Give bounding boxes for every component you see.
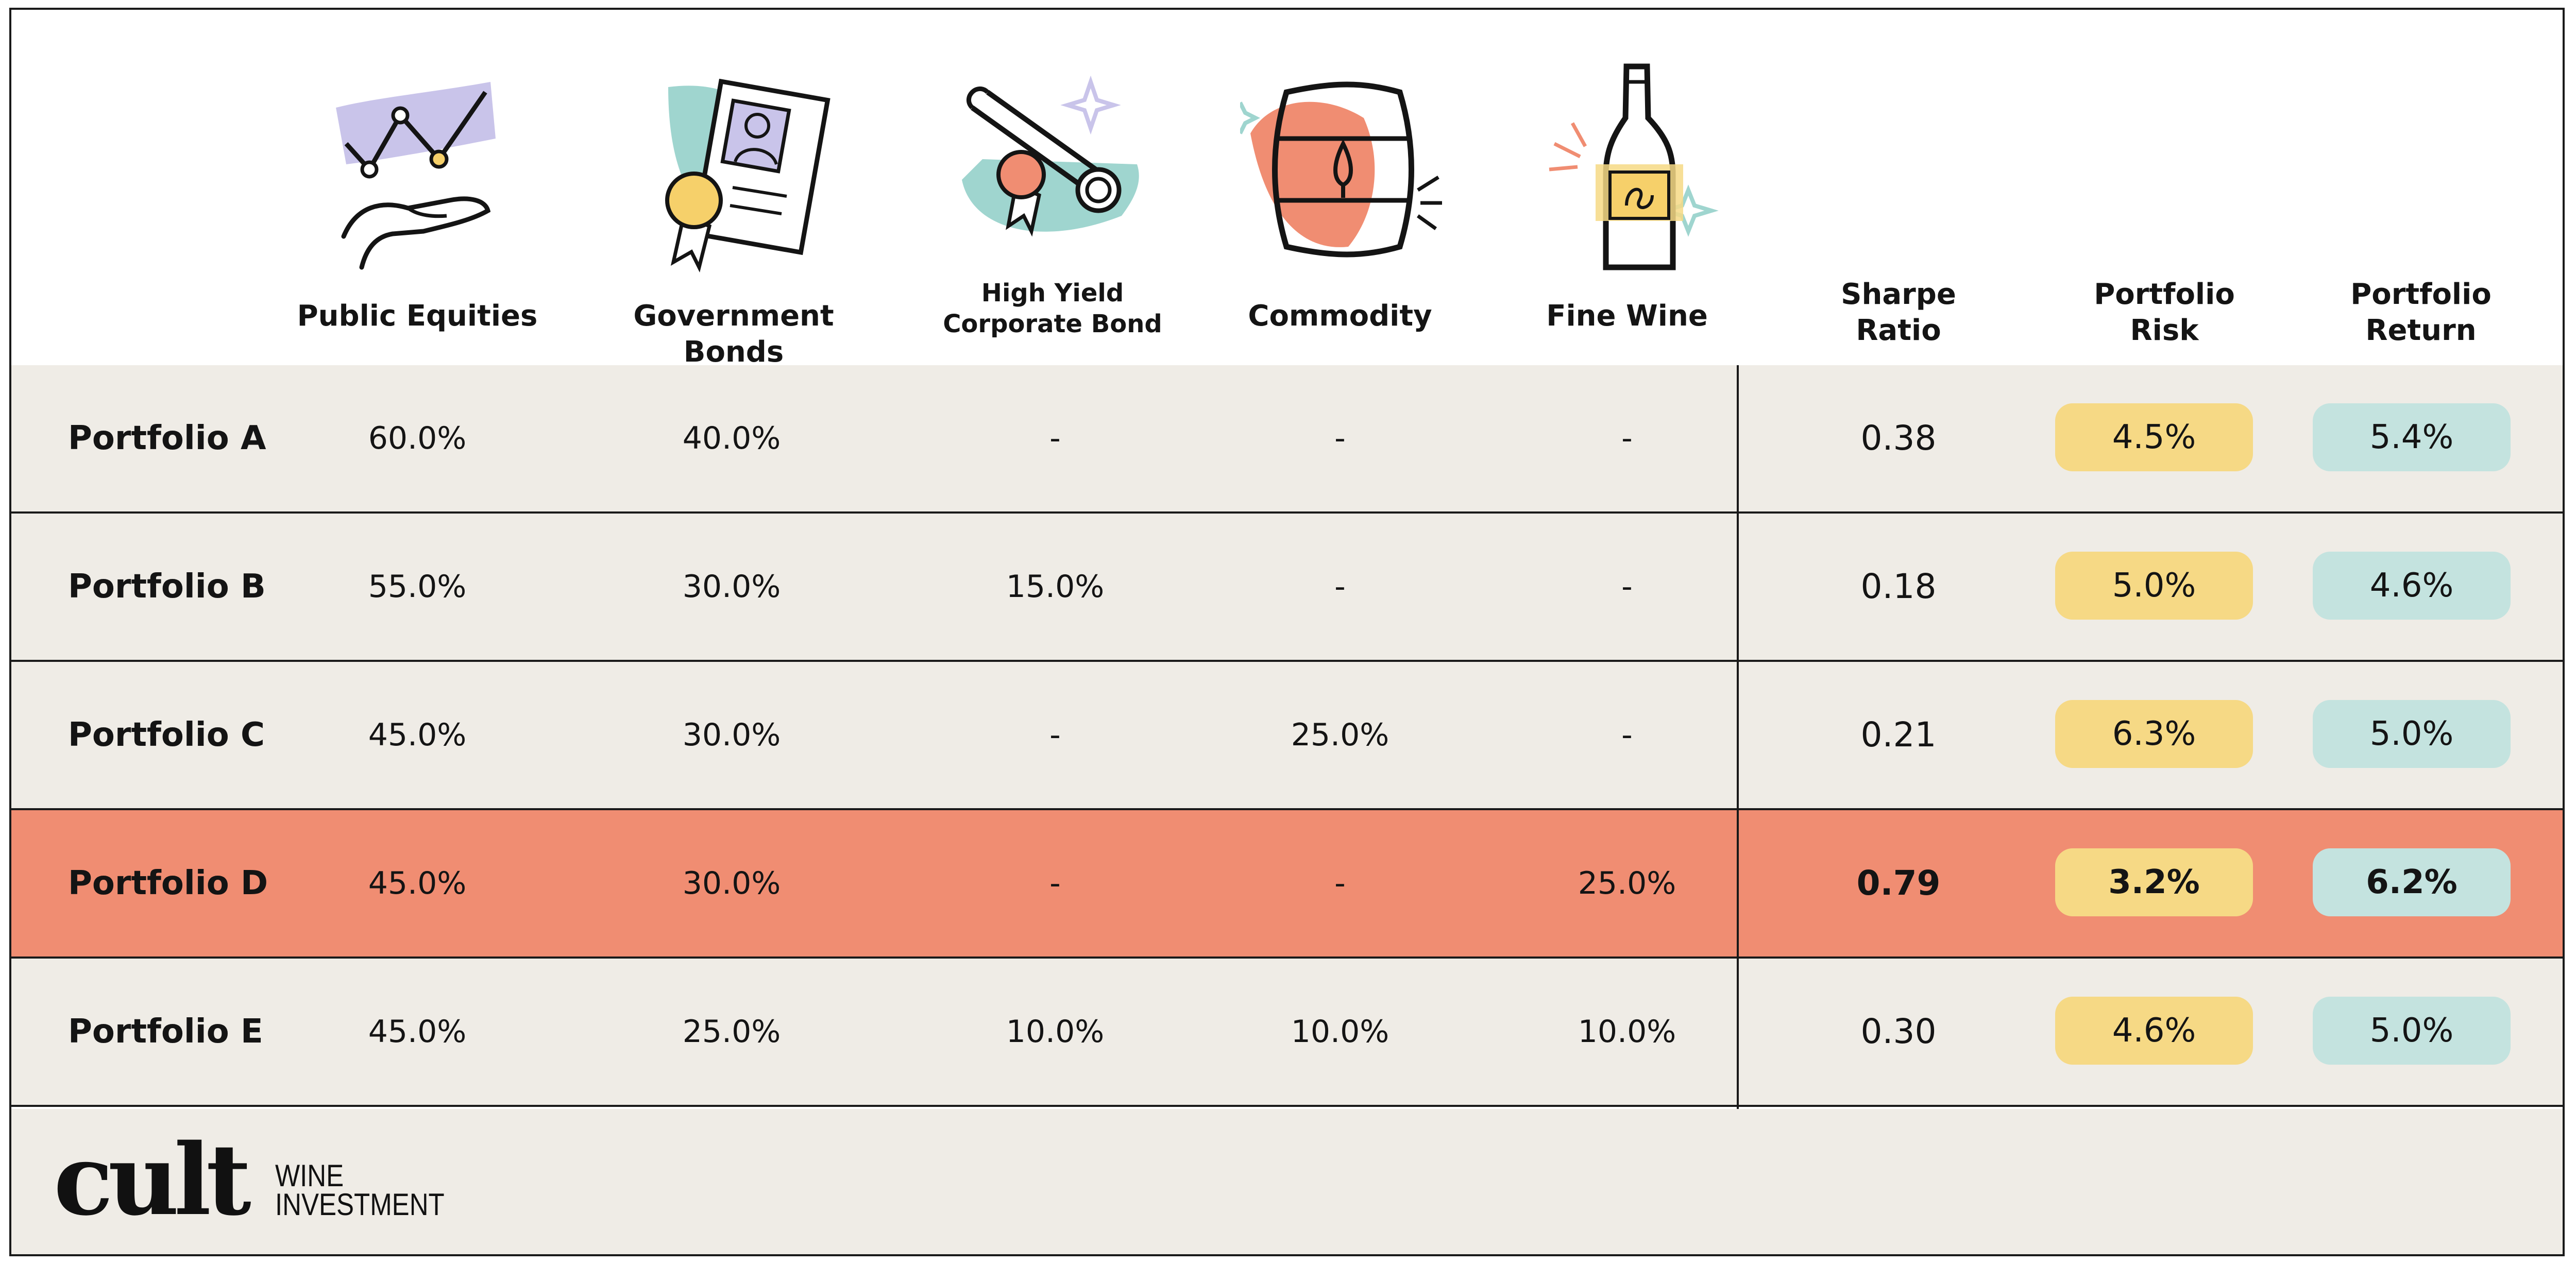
portfolio-name: Portfolio B (68, 568, 266, 606)
cell-government-bonds: 25.0% (682, 1014, 781, 1050)
cell-public-equities: 55.0% (368, 569, 467, 605)
metrics-divider (1737, 365, 1739, 1109)
cell-high-yield: 10.0% (1006, 1014, 1105, 1050)
cell-commodity: - (1334, 865, 1346, 901)
return-badge: 6.2% (2313, 848, 2511, 916)
return-badge: 5.0% (2313, 997, 2511, 1065)
cell-commodity: 10.0% (1291, 1014, 1389, 1050)
cell-sharpe-ratio: 0.18 (1860, 567, 1937, 606)
cell-commodity: - (1334, 569, 1346, 605)
portfolio-name: Portfolio A (68, 419, 266, 457)
cell-sharpe-ratio: 0.30 (1860, 1012, 1937, 1051)
cell-public-equities: 45.0% (368, 865, 467, 901)
cell-high-yield: - (1049, 420, 1061, 456)
portfolio-comparison-table: Public Equities Government Bonds High Yi… (9, 8, 2565, 1256)
table-header: Public Equities Government Bonds High Yi… (11, 10, 2563, 369)
cell-government-bonds: 30.0% (682, 569, 781, 605)
cell-fine-wine: 25.0% (1578, 865, 1676, 901)
cell-commodity: 25.0% (1291, 717, 1389, 753)
cell-high-yield: 15.0% (1006, 569, 1105, 605)
column-header-high-yield-line1: High Yield (981, 279, 1124, 308)
cell-public-equities: 60.0% (368, 420, 467, 456)
column-header-sharpe-line1: Sharpe (1841, 278, 1956, 311)
cell-government-bonds: 30.0% (682, 717, 781, 753)
table-row-highlighted: Portfolio D 45.0% 30.0% - - 25.0% 0.79 3… (11, 810, 2563, 959)
risk-badge: 3.2% (2055, 848, 2253, 916)
column-header-high-yield-line2: Corporate Bond (943, 310, 1162, 338)
brand-logo: cult (54, 1122, 251, 1237)
column-header-portfolio-return: Portfolio Return (2313, 277, 2529, 349)
cell-public-equities: 45.0% (368, 1014, 467, 1050)
cell-high-yield: - (1049, 717, 1061, 753)
cell-public-equities: 45.0% (368, 717, 467, 753)
brand-logo-line1: WINE (275, 1158, 344, 1193)
column-header-commodity: Commodity (1248, 299, 1432, 333)
risk-badge: 5.0% (2055, 552, 2253, 620)
risk-badge: 4.6% (2055, 997, 2253, 1065)
barrel-icon (1238, 61, 1446, 278)
column-header-sharpe-ratio: Sharpe Ratio (1790, 277, 2007, 349)
cell-commodity: - (1334, 420, 1346, 456)
cell-fine-wine: - (1621, 420, 1633, 456)
cell-government-bonds: 30.0% (682, 865, 781, 901)
column-header-risk-line1: Portfolio (2094, 278, 2235, 311)
return-badge: 4.6% (2313, 552, 2511, 620)
column-header-portfolio-risk: Portfolio Risk (2056, 277, 2273, 349)
cell-sharpe-ratio: 0.79 (1856, 863, 1941, 903)
cell-government-bonds: 40.0% (682, 420, 781, 456)
cell-sharpe-ratio: 0.38 (1860, 418, 1937, 458)
column-header-fine-wine: Fine Wine (1546, 299, 1708, 333)
cell-sharpe-ratio: 0.21 (1860, 715, 1937, 755)
hand-with-rising-chart-icon (315, 61, 521, 278)
brand-logo-line2: INVESTMENT (275, 1187, 445, 1222)
cell-fine-wine: - (1621, 569, 1633, 605)
column-header-high-yield-corporate-bond: High Yield Corporate Bond (924, 278, 1181, 339)
brand-logo-subtitle: WINE INVESTMENT (275, 1158, 445, 1222)
column-header-government-bonds: Government Bonds (633, 299, 834, 369)
column-header-public-equities: Public Equities (297, 299, 538, 333)
scroll-with-seal-icon (952, 61, 1158, 278)
portfolio-name: Portfolio C (68, 716, 265, 754)
risk-badge: 4.5% (2055, 403, 2253, 471)
cell-high-yield: - (1049, 865, 1061, 901)
certificate-with-ribbon-icon (632, 61, 838, 278)
table-row: Portfolio A 60.0% 40.0% - - - 0.38 4.5% … (11, 365, 2563, 514)
wine-bottle-icon (1534, 61, 1740, 278)
table-row: Portfolio C 45.0% 30.0% - 25.0% - 0.21 6… (11, 662, 2563, 810)
column-header-return-line1: Portfolio (2350, 278, 2492, 311)
footer: cult WINE INVESTMENT (11, 1109, 2563, 1254)
cell-fine-wine: - (1621, 717, 1633, 753)
column-header-return-line2: Return (2365, 314, 2477, 347)
cell-fine-wine: 10.0% (1578, 1014, 1676, 1050)
table-row: Portfolio E 45.0% 25.0% 10.0% 10.0% 10.0… (11, 959, 2563, 1107)
portfolio-name: Portfolio D (68, 864, 268, 902)
risk-badge: 6.3% (2055, 700, 2253, 768)
column-header-sharpe-line2: Ratio (1856, 314, 1941, 347)
column-header-risk-line2: Risk (2130, 314, 2199, 347)
return-badge: 5.4% (2313, 403, 2511, 471)
return-badge: 5.0% (2313, 700, 2511, 768)
table-row: Portfolio B 55.0% 30.0% 15.0% - - 0.18 5… (11, 514, 2563, 662)
portfolio-name: Portfolio E (68, 1013, 263, 1051)
